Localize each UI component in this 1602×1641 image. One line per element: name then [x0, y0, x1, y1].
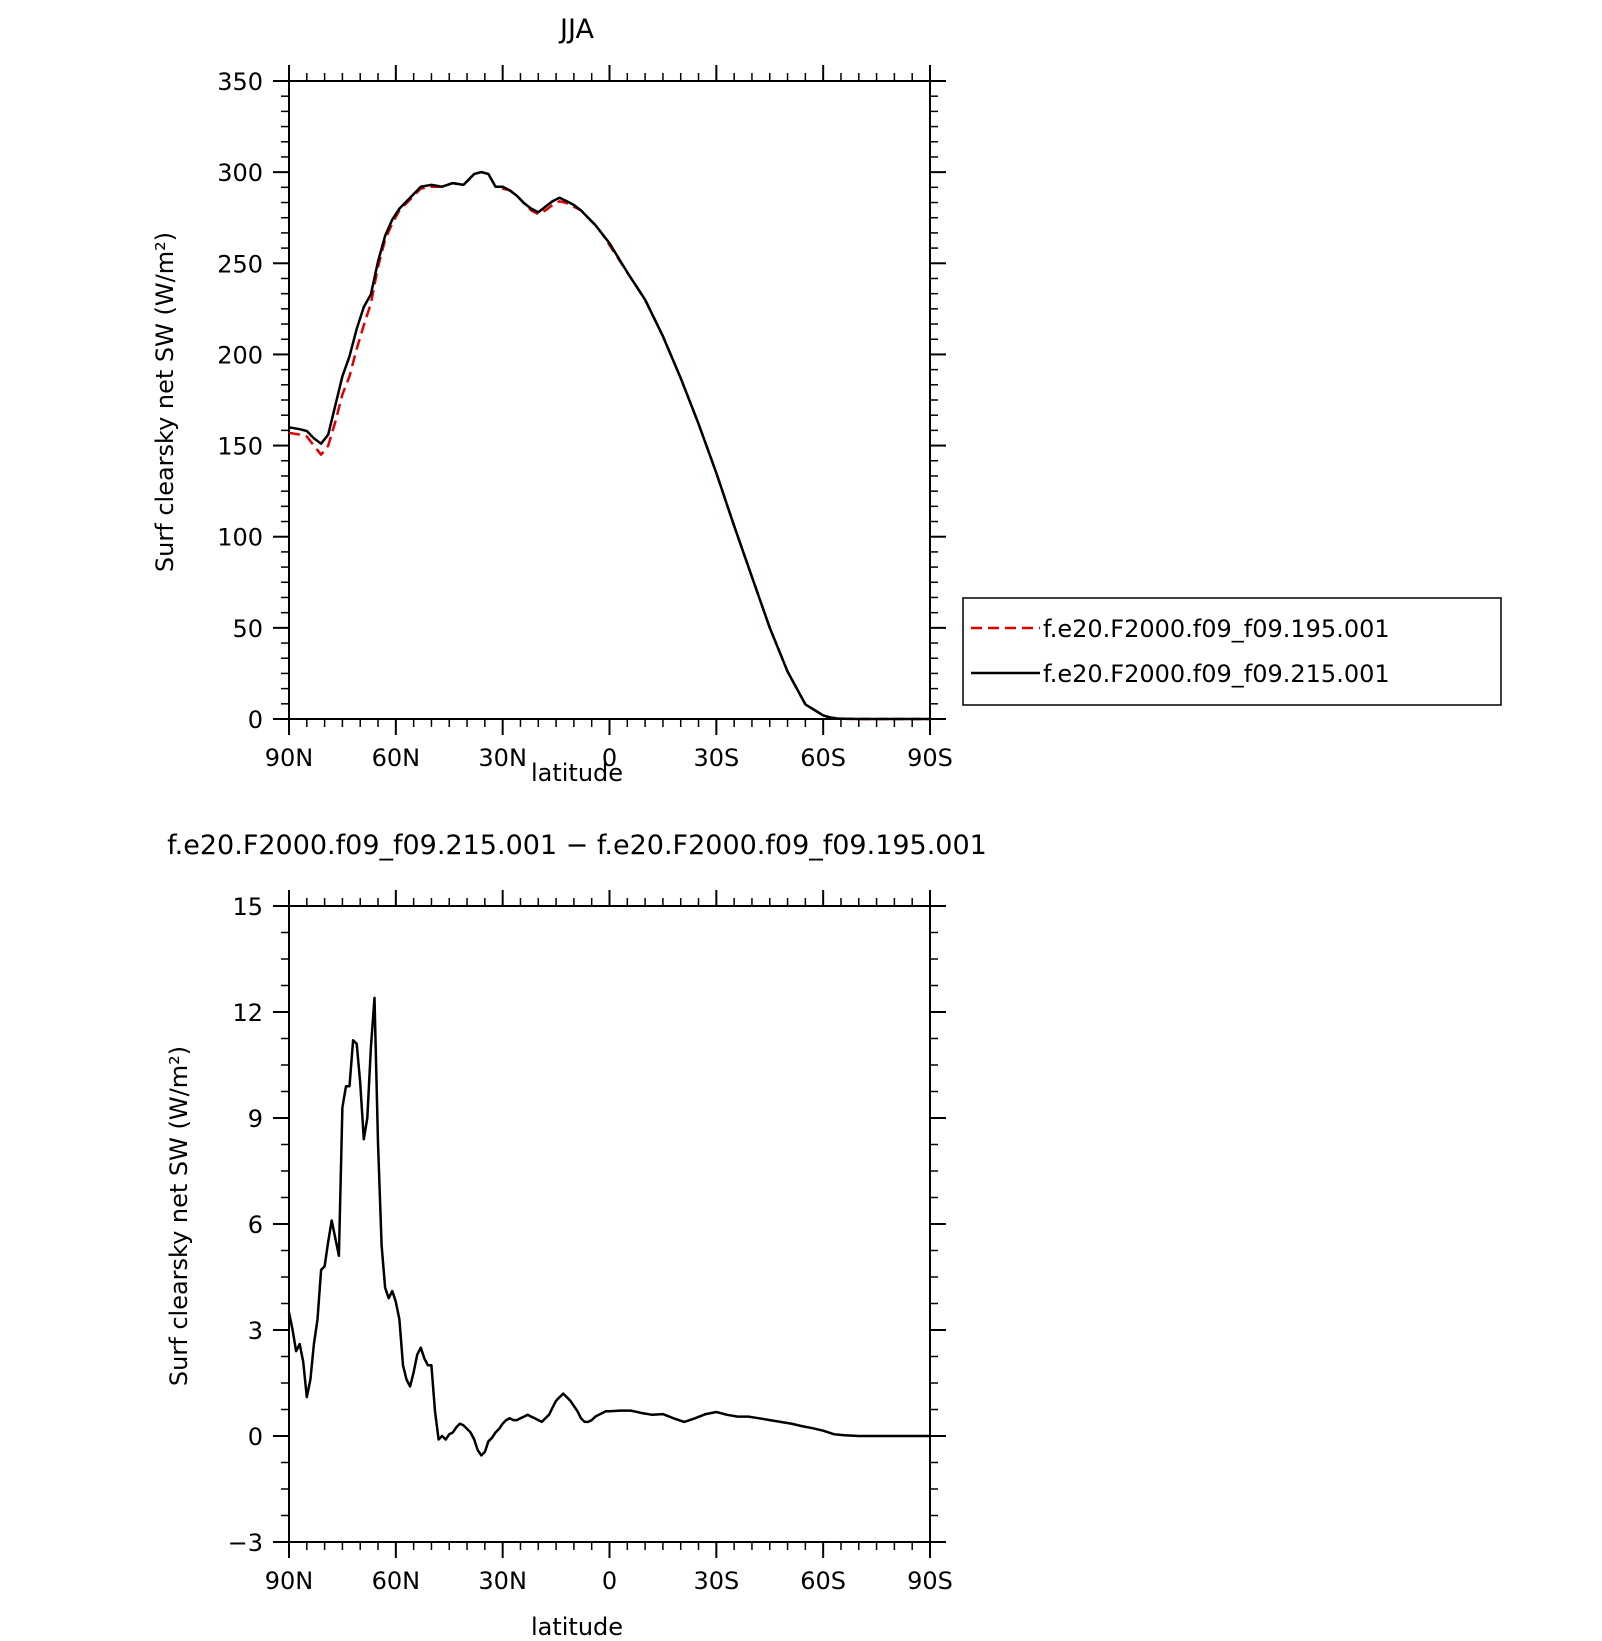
series-line-1 [288, 170, 930, 721]
bottom-y-axis-title: Surf clearsky net SW (W/m²) [165, 1046, 193, 1386]
y-tick-label: 6 [248, 1211, 263, 1239]
x-tick-label: 90N [265, 1567, 314, 1595]
top-legend: f.e20.F2000.f09_f09.195.001 f.e20.F2000.… [962, 597, 1502, 706]
x-tick-label: 0 [602, 744, 617, 772]
x-tick-label: 30S [693, 1567, 739, 1595]
x-tick-label: 60N [372, 744, 421, 772]
plot-frame [288, 80, 931, 720]
top-x-axis-title: latitude [531, 759, 623, 787]
bottom-x-axis-title: latitude [531, 1613, 623, 1641]
plot-frame [288, 905, 931, 1543]
y-tick-label: 100 [217, 524, 263, 552]
x-tick-label: 30S [693, 744, 739, 772]
y-tick-label: 350 [217, 68, 263, 96]
y-tick-label: 0 [248, 1423, 263, 1451]
x-tick-label: 60S [800, 744, 846, 772]
x-tick-label: 90S [907, 1567, 953, 1595]
x-tick-label: 0 [602, 1567, 617, 1595]
y-tick-label: 0 [248, 706, 263, 734]
bottom-plot-area: 90N 60N 30N 0 30S 60S 90S −3 0 3 6 9 12 15 [228, 890, 953, 1595]
y-tick-label: 50 [232, 615, 263, 643]
legend-box [962, 597, 1502, 706]
x-tick-label: 60N [372, 1567, 421, 1595]
top-panel: JJA 90N 60N 30N 0 30S 60S 90S 0 50 100 150 200 250 30… [151, 14, 1502, 787]
top-chart-title: JJA [558, 14, 594, 45]
bottom-chart-title: f.e20.F2000.f09_f09.215.001 − f.e20.F200… [167, 830, 987, 861]
y-tick-label: 9 [248, 1105, 263, 1133]
y-tick-label: 200 [217, 341, 263, 369]
y-tick-label: −3 [228, 1529, 263, 1557]
y-tick-label: 250 [217, 250, 263, 278]
x-tick-label: 30N [478, 1567, 527, 1595]
y-tick-label: 150 [217, 433, 263, 461]
legend-label-series-215: f.e20.F2000.f09_f09.215.001 [1043, 660, 1390, 688]
y-tick-label: 12 [232, 999, 263, 1027]
series-line-0 [287, 996, 930, 1457]
y-tick-label: 15 [232, 893, 263, 921]
y-tick-label: 300 [217, 159, 263, 187]
x-tick-label: 30N [478, 744, 527, 772]
top-plot-area: 90N 60N 30N 0 30S 60S 90S 0 50 100 150 200 250 300 350 [217, 65, 953, 772]
top-y-axis-title: Surf clearsky net SW (W/m²) [151, 232, 179, 572]
series-line-0 [288, 170, 930, 721]
x-tick-label: 60S [800, 1567, 846, 1595]
bottom-panel: f.e20.F2000.f09_f09.215.001 − f.e20.F200… [165, 830, 987, 1641]
legend-label-series-195: f.e20.F2000.f09_f09.195.001 [1043, 615, 1390, 643]
x-tick-label: 90S [907, 744, 953, 772]
y-tick-label: 3 [248, 1317, 263, 1345]
x-tick-label: 90N [265, 744, 314, 772]
